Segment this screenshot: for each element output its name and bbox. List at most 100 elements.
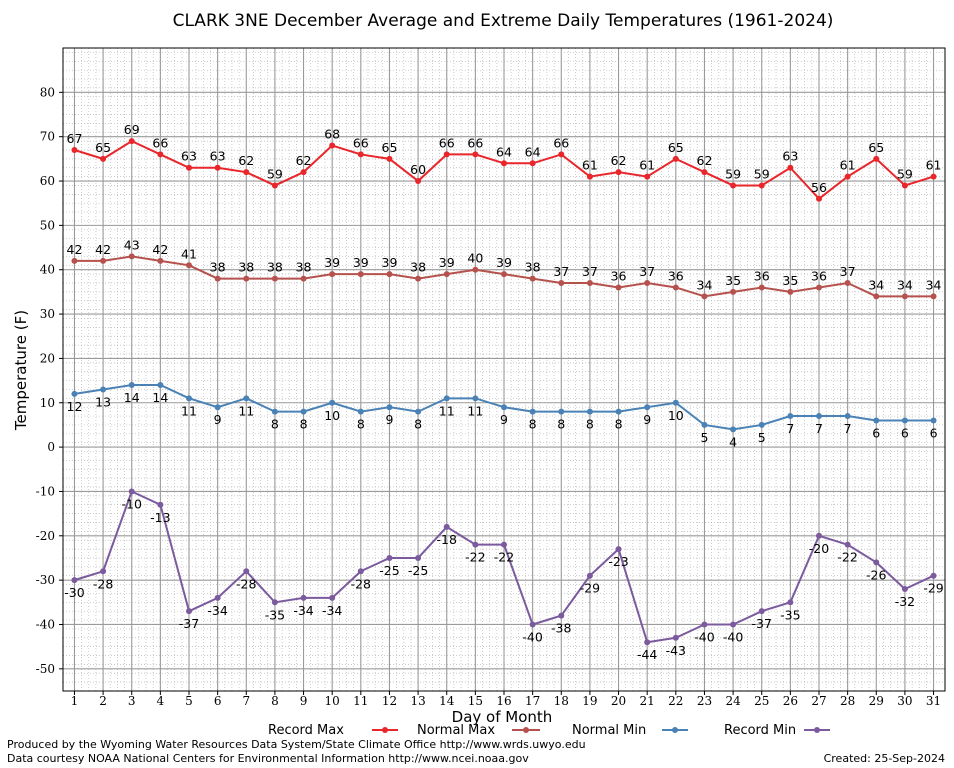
data-point-normal-max [100, 257, 107, 264]
data-point-normal-min [930, 417, 937, 424]
data-label-record-min: -35 [265, 607, 285, 622]
data-point-record-max [300, 169, 307, 176]
data-point-normal-min [844, 413, 851, 420]
data-label-normal-min: 10 [324, 408, 340, 423]
data-point-record-max [844, 173, 851, 180]
data-point-record-min [214, 594, 221, 601]
x-tick-label: 14 [439, 694, 455, 708]
legend-item-normal-max: Normal Max [417, 723, 540, 738]
data-point-record-min [443, 523, 450, 530]
y-tick-label: 40 [40, 263, 55, 277]
legend-label-record-min: Record Min [724, 723, 796, 738]
data-point-record-max [186, 164, 192, 171]
data-point-record-min [558, 612, 565, 619]
data-label-normal-max: 39 [382, 255, 398, 270]
data-point-record-min [157, 501, 164, 508]
x-tick-label: 9 [300, 694, 308, 708]
x-tick-label: 18 [554, 694, 569, 708]
x-tick-label: 22 [668, 694, 683, 708]
data-label-record-min: -34 [322, 603, 342, 618]
data-point-normal-min [443, 395, 450, 402]
y-tick-label: 10 [40, 396, 55, 410]
x-tick-label: 28 [840, 694, 855, 708]
data-label-record-min: -22 [465, 550, 485, 565]
series-record-min: -30 -28 -10 -13 -37 -34 -28 -35 -34 -34 -28 -25 -25 -… [64, 488, 944, 662]
data-point-record-max [472, 151, 479, 158]
data-label-normal-min: 9 [500, 412, 508, 427]
legend-marker-normal-max [523, 727, 529, 733]
data-point-record-max [386, 155, 393, 162]
data-point-record-min [586, 572, 593, 579]
x-tick-label: 31 [926, 694, 941, 708]
data-label-normal-max: 38 [410, 260, 426, 275]
data-label-record-min: -28 [93, 576, 113, 591]
data-point-normal-min [386, 404, 393, 411]
data-label-normal-min: 6 [901, 425, 909, 440]
x-tick-label: 8 [271, 694, 279, 708]
data-label-normal-max: 42 [67, 242, 83, 257]
data-label-record-min: -35 [780, 607, 800, 622]
y-axis-ticks: -50 -40 -30 -20 -10 0 10 20 30 40 50 60 70 80 [36, 85, 63, 676]
y-tick-label: 80 [40, 85, 55, 99]
data-point-normal-max [672, 284, 679, 291]
x-axis-title: Day of Month [452, 708, 553, 726]
data-point-normal-max [844, 280, 851, 287]
y-axis-title: Temperature (F) [12, 310, 30, 431]
data-point-record-min [730, 621, 737, 628]
data-label-record-min: -10 [122, 496, 142, 511]
data-label-record-min: -37 [179, 616, 199, 631]
data-label-record-min: -32 [895, 594, 915, 609]
data-label-record-max: 59 [897, 166, 913, 181]
data-label-normal-max: 39 [496, 255, 512, 270]
data-label-record-min: -30 [64, 585, 84, 600]
data-point-normal-max [501, 271, 507, 278]
data-point-record-max [357, 151, 364, 158]
data-point-normal-min [672, 399, 679, 406]
data-label-record-min: -25 [379, 563, 399, 578]
data-point-normal-min [501, 404, 507, 411]
data-label-record-max: 69 [124, 122, 140, 137]
data-point-record-min [844, 541, 851, 548]
y-tick-label: 50 [40, 218, 55, 232]
data-label-record-min: -40 [694, 629, 714, 644]
data-point-record-min [816, 532, 822, 539]
data-point-record-min [873, 559, 880, 566]
data-label-normal-min: 5 [758, 430, 766, 445]
data-label-normal-max: 36 [754, 268, 770, 283]
data-point-normal-max [901, 293, 908, 300]
data-label-record-max: 65 [95, 140, 111, 155]
data-label-normal-min: 6 [930, 425, 938, 440]
data-point-normal-max [644, 280, 651, 287]
data-point-normal-min [71, 390, 78, 397]
data-point-normal-max [271, 275, 278, 282]
data-point-normal-min [357, 408, 364, 415]
data-label-record-max: 61 [639, 158, 655, 173]
data-label-normal-min: 11 [439, 403, 455, 418]
data-label-normal-max: 43 [124, 237, 140, 252]
data-label-record-max: 65 [868, 140, 884, 155]
data-label-normal-min: 4 [729, 434, 737, 449]
data-point-normal-max [443, 271, 450, 278]
data-point-normal-min [271, 408, 278, 415]
x-tick-label: 16 [496, 694, 511, 708]
data-label-normal-min: 8 [271, 417, 279, 432]
data-point-normal-max [615, 284, 622, 291]
data-point-record-max [787, 164, 794, 171]
data-point-record-min [644, 639, 651, 646]
data-label-normal-min: 9 [385, 412, 393, 427]
data-point-record-min [787, 599, 794, 606]
data-label-record-min: -22 [494, 550, 514, 565]
data-point-normal-min [558, 408, 565, 415]
data-label-normal-max: 34 [697, 277, 713, 292]
data-label-normal-max: 38 [267, 260, 283, 275]
data-label-normal-min: 12 [67, 399, 83, 414]
data-label-record-min: -40 [522, 629, 542, 644]
data-label-record-max: 63 [782, 149, 798, 164]
data-label-normal-max: 37 [639, 264, 655, 279]
data-label-record-min: -43 [666, 643, 686, 658]
data-label-normal-min: 9 [214, 412, 222, 427]
data-point-normal-min [787, 413, 794, 420]
data-label-normal-min: 8 [586, 417, 594, 432]
data-point-normal-min [329, 399, 336, 406]
data-point-record-max [644, 173, 651, 180]
